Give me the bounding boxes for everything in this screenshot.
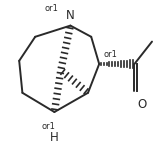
- Text: O: O: [138, 98, 147, 111]
- Text: or1: or1: [104, 50, 118, 59]
- Text: N: N: [66, 9, 75, 22]
- Text: or1: or1: [44, 4, 58, 13]
- Text: or1: or1: [41, 122, 55, 131]
- Text: H: H: [50, 131, 59, 144]
